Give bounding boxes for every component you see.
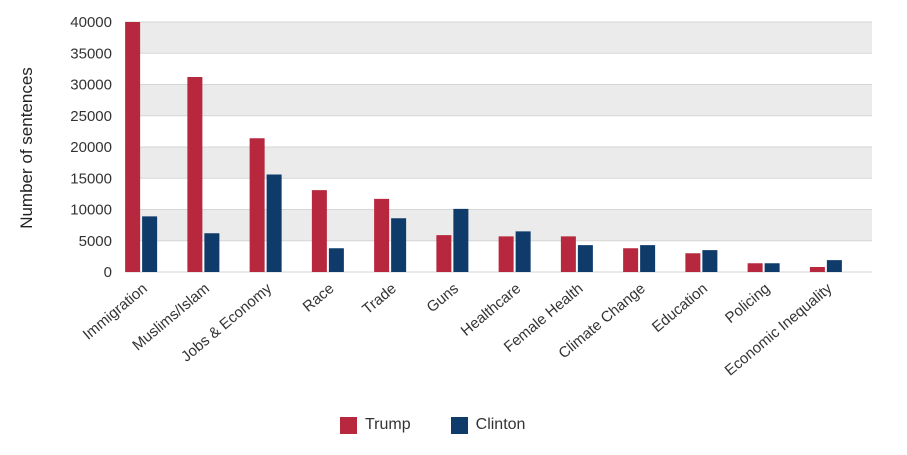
- grid-band: [125, 147, 872, 179]
- bar-clinton-4: [391, 218, 407, 272]
- bar-clinton-7: [577, 245, 593, 272]
- bar-trump-7: [560, 236, 576, 272]
- x-tick-label: Education: [649, 280, 711, 336]
- bar-clinton-0: [142, 216, 158, 272]
- y-tick-label: 10000: [70, 202, 112, 219]
- y-tick-label: 35000: [70, 45, 112, 62]
- bar-clinton-10: [764, 263, 780, 272]
- x-tick-label: Trade: [359, 280, 400, 318]
- bar-trump-3: [311, 190, 327, 272]
- legend: Trump Clinton: [340, 416, 565, 434]
- legend-label-clinton: Clinton: [475, 416, 526, 433]
- bar-trump-9: [685, 253, 701, 272]
- bar-clinton-9: [702, 250, 718, 272]
- bar-clinton-11: [826, 260, 842, 272]
- bar-trump-2: [249, 138, 265, 272]
- y-tick-label: 25000: [70, 108, 112, 125]
- bar-clinton-2: [266, 174, 282, 272]
- bar-trump-6: [498, 236, 514, 272]
- legend-swatch-trump: [340, 416, 357, 434]
- grid-bands: [125, 21, 872, 273]
- grid-band: [125, 22, 872, 54]
- bar-trump-0: [125, 22, 141, 272]
- bar-clinton-1: [204, 233, 220, 272]
- legend-label-trump: Trump: [365, 416, 411, 433]
- y-axis-ticks: 0 5000 10000 15000 20000 25000 30000 35000 40000: [70, 14, 112, 281]
- bar-trump-11: [809, 267, 825, 272]
- legend-item-trump: Trump: [340, 416, 411, 434]
- legend-item-clinton: Clinton: [450, 416, 526, 434]
- bar-clinton-8: [640, 245, 656, 272]
- bars: [125, 22, 842, 272]
- x-tick-label: Race: [300, 280, 338, 316]
- bar-trump-5: [436, 235, 452, 272]
- bar-clinton-6: [515, 231, 531, 272]
- bar-clinton-5: [453, 208, 469, 272]
- grid-band: [125, 209, 872, 241]
- y-tick-label: 40000: [70, 14, 112, 31]
- y-axis-label: Number of sentences: [17, 67, 36, 229]
- bar-trump-1: [187, 77, 203, 272]
- x-tick-label: Guns: [424, 280, 462, 316]
- y-tick-label: 5000: [79, 233, 112, 250]
- bar-trump-4: [374, 198, 390, 272]
- grid-band: [125, 84, 872, 116]
- y-tick-label: 15000: [70, 170, 112, 187]
- bar-trump-10: [747, 263, 763, 272]
- y-tick-label: 20000: [70, 139, 112, 156]
- bar-clinton-3: [328, 248, 344, 272]
- y-tick-label: 30000: [70, 77, 112, 94]
- x-tick-label: Policing: [722, 280, 773, 327]
- x-tick-label: Economic Inequality: [722, 280, 836, 380]
- bar-trump-8: [623, 248, 639, 272]
- y-tick-label: 0: [104, 264, 112, 281]
- legend-swatch-clinton: [450, 416, 468, 434]
